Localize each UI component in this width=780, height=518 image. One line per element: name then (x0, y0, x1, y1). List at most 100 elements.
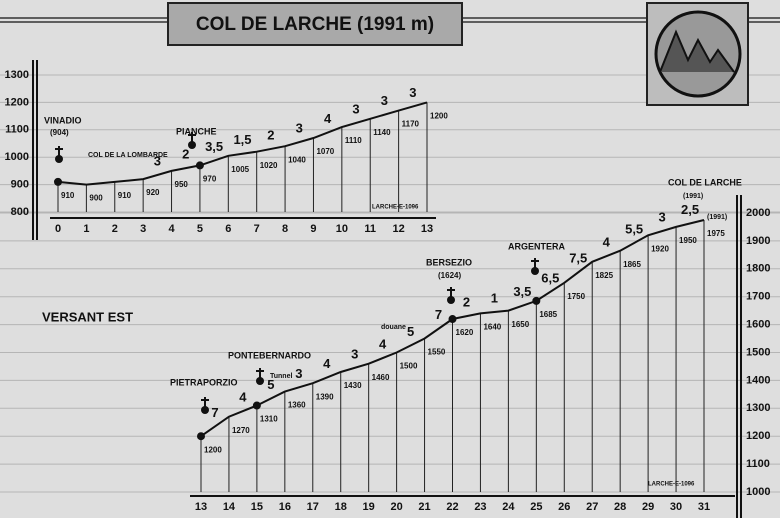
gradient-label: 5,5 (625, 221, 643, 236)
value-label: 910 (61, 191, 75, 200)
x-tick-label: 9 (310, 223, 316, 235)
y-tick-label: 1300 (5, 69, 29, 81)
value-label: 1865 (623, 260, 641, 269)
church-icon (201, 406, 209, 414)
x-tick-label: 18 (335, 501, 347, 513)
annotation: PONTEBERNARDO (228, 350, 311, 360)
logo (646, 2, 749, 106)
gradient-label: 2 (267, 127, 274, 142)
gradient-label: 1 (491, 290, 498, 305)
church-icon (188, 141, 196, 149)
annotation: douane (381, 324, 406, 331)
grid (0, 74, 780, 493)
value-label: 1550 (428, 348, 446, 357)
town-dot (54, 177, 62, 186)
value-label: 1460 (372, 373, 390, 382)
x-tick-label: 20 (390, 501, 402, 513)
church-icon (256, 377, 264, 385)
x-tick-label: 23 (474, 501, 486, 513)
value-label: 1430 (344, 381, 362, 390)
annotation: (1991) (707, 214, 727, 221)
x-tick-label: 10 (336, 223, 348, 235)
x-tick-label: 7 (254, 223, 260, 235)
x-tick-label: 28 (614, 501, 626, 513)
gradient-label: 5 (407, 324, 414, 339)
y-tick-label: 1700 (746, 291, 770, 303)
gradient-label: 2 (463, 295, 470, 310)
value-label: 1825 (595, 271, 613, 280)
x-tick-label: 12 (392, 223, 404, 235)
y-tick-label: 1200 (746, 430, 770, 442)
annotation: (1991) (683, 193, 703, 200)
gradient-label: 3 (352, 101, 359, 116)
annotation: Tunnel (270, 373, 292, 380)
gradient-label: 3 (351, 346, 358, 361)
profile-line (57, 101, 428, 186)
gradient-label: 7 (435, 307, 442, 322)
x-tick-label: 8 (282, 223, 288, 235)
gradient-label: 3 (296, 121, 303, 136)
x-tick-label: 25 (530, 501, 542, 513)
annotation: PIANCHE (176, 126, 217, 136)
y-tick-label: 1000 (5, 151, 29, 163)
gradient-label: 3,5 (513, 284, 531, 299)
church-icon (188, 132, 196, 142)
value-label: 1200 (204, 445, 222, 454)
value-label: 900 (89, 194, 103, 203)
church-icon (55, 146, 63, 156)
value-label: 1170 (402, 120, 420, 129)
value-label: 1200 (430, 112, 448, 121)
annotation: COL DE LARCHE (668, 177, 742, 187)
value-label: 1920 (651, 244, 669, 253)
annotation: VERSANT EST (42, 309, 133, 324)
x-tick-label: 24 (502, 501, 515, 513)
x-tick-label: 29 (642, 501, 654, 513)
gradient-label: 4 (379, 337, 387, 352)
y-tick-label: 1900 (746, 235, 770, 247)
value-label: 1975 (707, 229, 725, 238)
annotation: LARCHE-E-1096 (648, 482, 695, 488)
value-label: 1950 (679, 236, 697, 245)
gradient-label: 4 (239, 390, 247, 405)
x-tick-label: 3 (140, 223, 146, 235)
church-icon (531, 258, 539, 268)
value-label: 1270 (232, 426, 250, 435)
x-tick-label: 15 (251, 501, 263, 513)
gradient-label: 2,5 (681, 202, 699, 217)
annotation: PIETRAPORZIO (170, 377, 238, 387)
value-label: 1500 (400, 362, 418, 371)
title: COL DE LARCHE (1991 m) (196, 14, 434, 35)
x-tick-label: 11 (364, 223, 376, 235)
annotation: (1624) (438, 271, 461, 280)
x-tick-label: 17 (307, 501, 319, 513)
y-tick-label: 1400 (746, 374, 770, 386)
value-label: 1020 (260, 161, 278, 170)
x-tick-label: 1 (83, 223, 89, 235)
y-tick-label: 1300 (746, 402, 770, 414)
gradient-label: 3 (295, 366, 302, 381)
y-tick-label: 900 (11, 179, 29, 191)
x-tick-label: 30 (670, 501, 682, 513)
y-tick-label: 1100 (5, 124, 29, 136)
town-dot (448, 315, 457, 324)
gradient-label: 1,5 (233, 132, 251, 147)
value-label: 1640 (483, 323, 501, 332)
church-icon (201, 397, 209, 407)
x-tick-label: 13 (421, 223, 433, 235)
x-tick-label: 19 (363, 501, 375, 513)
x-tick-label: 14 (223, 501, 236, 513)
church-icon (256, 368, 264, 378)
y-tick-label: 1500 (746, 346, 770, 358)
value-label: 910 (118, 191, 132, 200)
gradient-label: 4 (603, 235, 611, 250)
value-label: 950 (175, 180, 189, 189)
x-tick-label: 2 (112, 223, 118, 235)
gradient-label: 5 (267, 377, 274, 392)
x-tick-label: 21 (418, 501, 430, 513)
gradient-label: 3 (154, 153, 161, 168)
value-label: 1650 (511, 320, 529, 329)
x-tick-label: 13 (195, 501, 207, 513)
church-icon (55, 155, 63, 163)
annotation: VINADIO (44, 115, 82, 125)
